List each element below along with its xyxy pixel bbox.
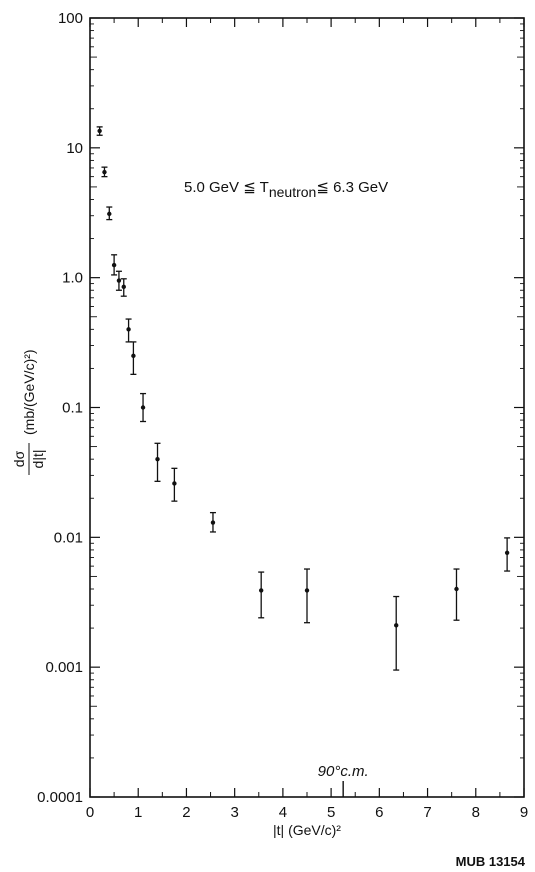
data-point xyxy=(154,442,161,482)
point-marker xyxy=(116,278,122,283)
point-marker xyxy=(304,588,310,593)
point-marker xyxy=(172,481,177,486)
x-tick-label: 6 xyxy=(375,804,383,821)
data-point xyxy=(258,571,265,619)
ylabel-units: (mb/(GeV/c)²) xyxy=(21,349,37,435)
ylabel-numerator: dσ xyxy=(11,450,27,467)
data-point xyxy=(130,341,137,376)
x-tick-label: 3 xyxy=(230,804,238,821)
point-marker xyxy=(126,327,131,332)
x-axis-label: |t| (GeV/c)² xyxy=(273,822,341,838)
cm-marker-label: 90°c.m. xyxy=(318,763,369,780)
annotation-suffix: ≦ 6.3 GeV xyxy=(316,179,388,196)
point-marker xyxy=(97,128,102,134)
data-point xyxy=(140,392,147,423)
data-point xyxy=(504,537,511,572)
point-marker xyxy=(131,353,136,359)
plot-frame xyxy=(89,17,525,798)
data-point xyxy=(304,568,310,624)
point-marker xyxy=(394,623,399,628)
annotation-prefix: 5.0 GeV ≦ T xyxy=(184,179,269,196)
point-marker xyxy=(140,405,146,410)
y-tick-label: 0.001 xyxy=(45,659,83,676)
point-marker xyxy=(454,586,459,592)
annotation-subscript: neutron xyxy=(269,184,316,200)
data-point xyxy=(125,318,132,343)
point-marker xyxy=(504,550,510,556)
data-point xyxy=(209,511,216,533)
data-point xyxy=(171,467,178,502)
data-point xyxy=(106,206,113,221)
y-axis-ticks: 0.0001 0.001 0.01 0.1 1.0 10 100 xyxy=(37,10,524,806)
point-marker xyxy=(102,169,107,175)
data-point xyxy=(96,126,103,136)
y-tick-label: 0.01 xyxy=(54,529,83,546)
data-point xyxy=(111,254,118,276)
y-tick-label: 0.1 xyxy=(62,400,83,417)
figure-code: MUB 13154 xyxy=(456,854,526,869)
y-tick-label: 1.0 xyxy=(62,270,83,287)
x-tick-label: 7 xyxy=(423,804,431,821)
x-tick-label: 2 xyxy=(182,804,190,821)
ninety-degree-cm-marker: 90°c.m. xyxy=(318,763,369,797)
point-marker xyxy=(111,262,117,268)
y-tick-label: 100 xyxy=(58,10,83,27)
point-marker xyxy=(121,284,126,290)
y-tick-label: 0.0001 xyxy=(37,789,83,806)
data-point xyxy=(115,270,122,291)
data-points xyxy=(96,126,511,671)
point-marker xyxy=(107,211,112,217)
y-tick-label: 10 xyxy=(66,140,83,157)
data-point xyxy=(101,166,108,178)
x-tick-label: 1 xyxy=(134,804,142,821)
x-tick-label: 0 xyxy=(86,804,94,821)
data-point xyxy=(120,278,127,297)
x-tick-label: 9 xyxy=(520,804,528,821)
ylabel-denominator: d|t| xyxy=(30,450,46,469)
point-marker xyxy=(155,456,160,462)
data-point xyxy=(393,595,400,671)
data-point xyxy=(453,568,460,621)
x-axis-ticks: 0 1 2 3 4 5 6 7 8 9 xyxy=(86,18,528,821)
x-tick-label: 5 xyxy=(327,804,335,821)
x-tick-label: 4 xyxy=(279,804,287,821)
point-marker xyxy=(210,520,216,525)
x-tick-label: 8 xyxy=(472,804,480,821)
y-axis-label: dσ d|t| (mb/(GeV/c)²) xyxy=(11,349,46,475)
point-marker xyxy=(258,588,264,593)
energy-range-annotation: 5.0 GeV ≦ Tneutron≦ 6.3 GeV xyxy=(184,179,388,200)
